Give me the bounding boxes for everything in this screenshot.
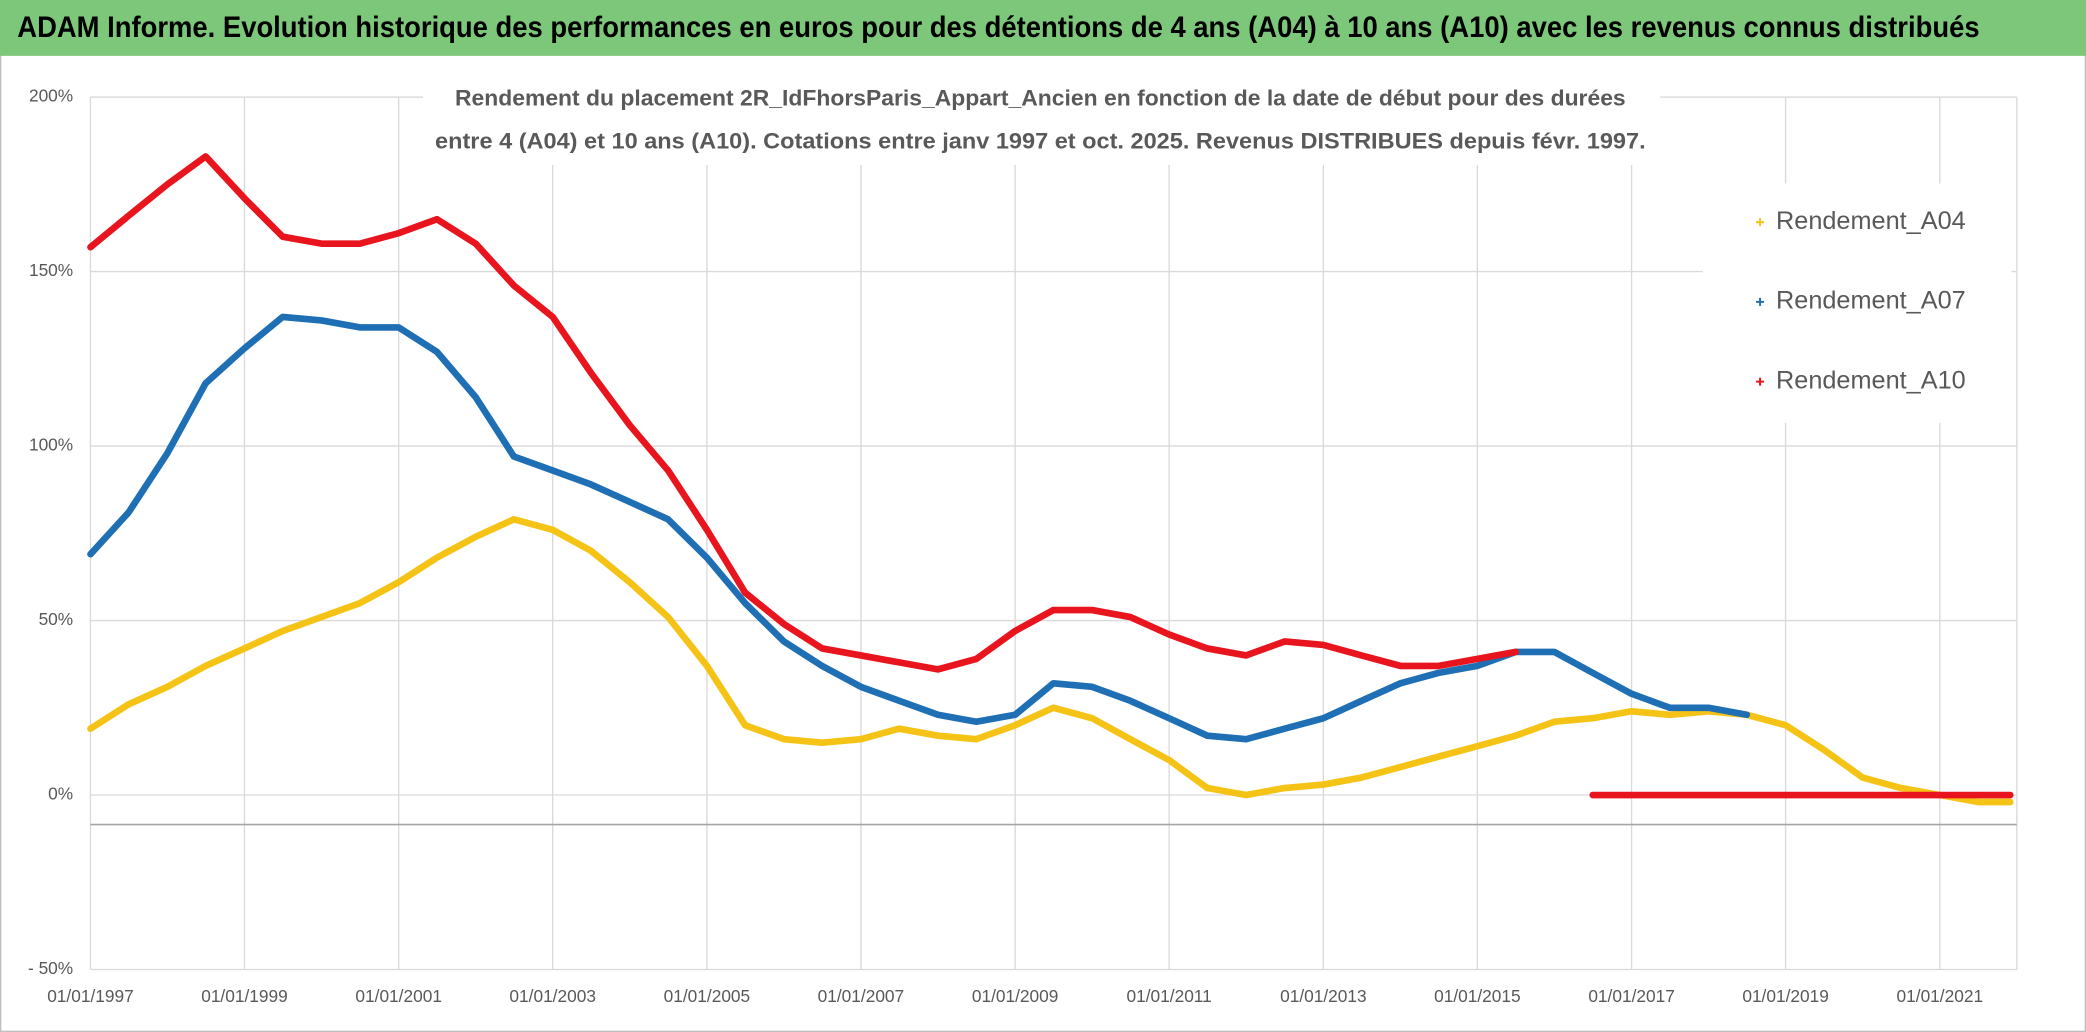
chart-title: ADAM Informe. Evolution historique des p… <box>17 12 1979 44</box>
y-tick-label: 50% <box>39 609 74 629</box>
y-tick-label: 100% <box>29 435 73 455</box>
x-tick-label: 01/01/2003 <box>509 986 596 1006</box>
legend-box <box>1702 183 2012 423</box>
legend: Rendement_A04 Rendement_A07 Rendement_A10 <box>1702 183 2012 423</box>
subtitle-box <box>423 79 1661 165</box>
x-tick-label: 01/01/2013 <box>1280 986 1367 1006</box>
x-tick-label: 01/01/1999 <box>201 986 288 1006</box>
series-line <box>87 153 2014 799</box>
header-bar <box>0 0 2086 56</box>
legend-marker <box>1756 377 1765 386</box>
plot-area <box>87 153 2014 806</box>
legend-label: Rendement_A07 <box>1776 287 1966 315</box>
x-tick-label: 01/01/2005 <box>664 986 751 1006</box>
series-line <box>87 313 1751 743</box>
x-tick-label: 01/01/2011 <box>1127 986 1212 1006</box>
legend-marker <box>1756 218 1765 227</box>
x-tick-label: 01/01/2015 <box>1434 986 1521 1006</box>
subtitle: Rendement du placement 2R_IdFhorsParis_A… <box>455 86 1626 111</box>
x-tick-label: 01/01/1997 <box>47 986 134 1006</box>
x-tick-label: 01/01/2021 <box>1897 986 1984 1006</box>
legend-label: Rendement_A10 <box>1776 366 1966 394</box>
legend-label: Rendement_A04 <box>1776 207 1966 235</box>
y-tick-label: 0% <box>48 784 73 804</box>
grid: - 50% 0% 50% 100% 150% 200% 01/01/1997 01/01/19… <box>28 86 2018 1006</box>
x-tick-label: 01/01/2001 <box>355 986 442 1006</box>
subtitle: entre 4 (A04) et 10 ans (A10). Cotations… <box>435 128 1646 153</box>
x-tick-label: 01/01/2009 <box>972 986 1059 1006</box>
y-tick-label: 200% <box>29 86 73 106</box>
x-tick-label: 01/01/2007 <box>818 986 905 1006</box>
x-tick-label: 01/01/2019 <box>1742 986 1829 1006</box>
y-tick-label: - 50% <box>28 958 73 978</box>
series-line <box>87 515 2014 806</box>
legend-marker <box>1756 297 1765 306</box>
y-tick-label: 150% <box>29 260 73 280</box>
x-tick-label: 01/01/2017 <box>1588 986 1675 1006</box>
